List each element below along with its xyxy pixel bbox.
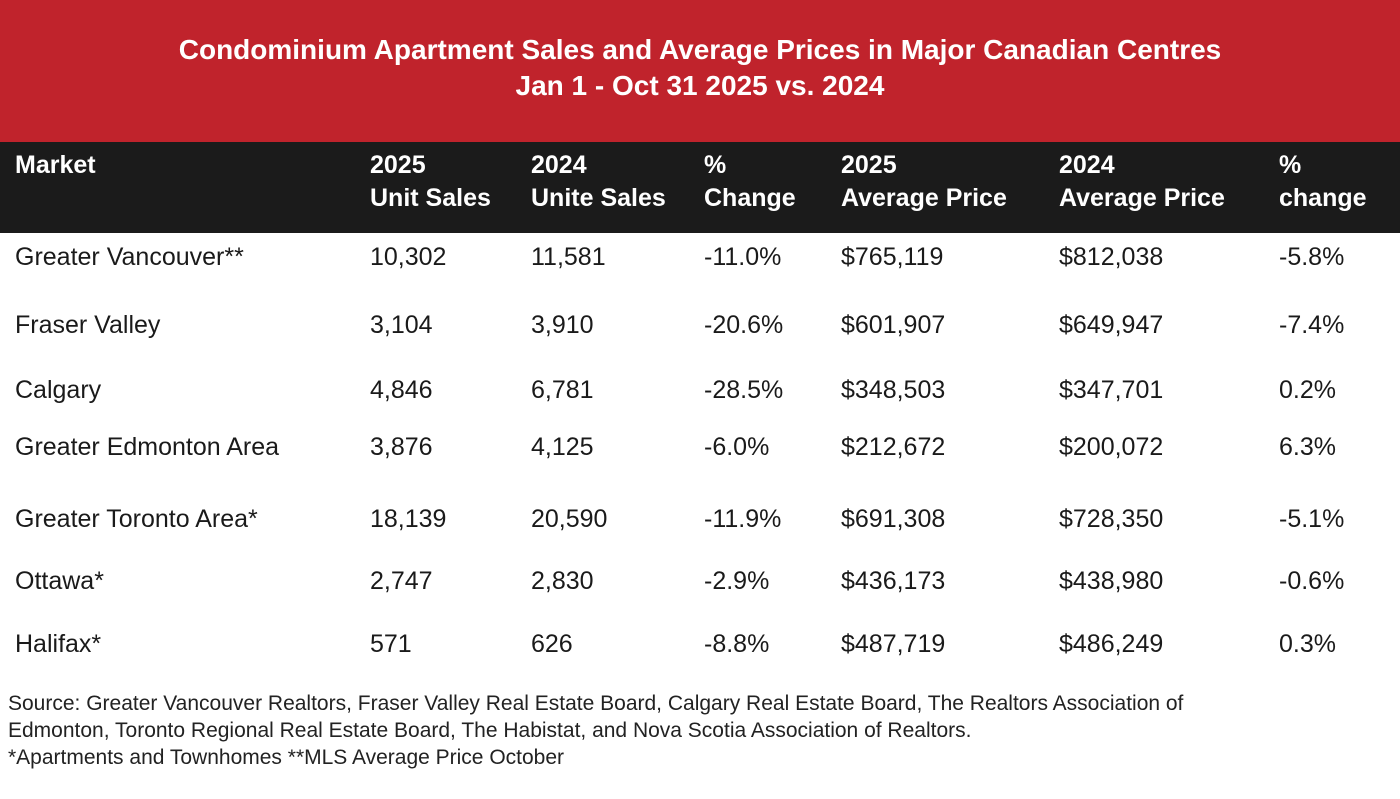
table-cell: 11,581: [531, 243, 606, 271]
table-cell: 571: [370, 630, 412, 658]
table-cell: 18,139: [370, 505, 447, 533]
column-header-line: 2024: [531, 151, 587, 179]
table-cell: $348,503: [841, 376, 946, 404]
market-name: Greater Edmonton Area: [15, 433, 280, 461]
table-cell: -5.8%: [1279, 243, 1345, 271]
table-cell: 0.3%: [1279, 630, 1336, 658]
column-header: 2024 Unite Sales: [531, 149, 666, 215]
market-name: Calgary: [15, 376, 102, 404]
table-cell: $649,947: [1059, 311, 1164, 339]
column-header-line: Average Price: [841, 184, 1007, 212]
table-body: Greater Vancouver** 10,302 11,581 -11.0% $76…: [0, 233, 1400, 675]
table-row: Greater Edmonton Area 3,876 4,125 -6.0% $212…: [0, 423, 1400, 495]
table-cell: 626: [531, 630, 573, 658]
table-cell: -7.4%: [1279, 311, 1345, 339]
table-cell: 4,125: [531, 433, 594, 461]
column-header: % change: [1279, 149, 1367, 215]
column-header-line: %: [704, 151, 727, 179]
table-cell: 0.2%: [1279, 376, 1336, 404]
table-cell: 20,590: [531, 505, 608, 533]
table-row: Calgary 4,846 6,781 -28.5% $348,503 $347,701 0…: [0, 366, 1400, 423]
column-header-line: Change: [704, 184, 796, 212]
column-header: % Change: [704, 149, 796, 215]
table-cell: 4,846: [370, 376, 433, 404]
table-cell: -2.9%: [704, 567, 770, 595]
table-cell: 3,104: [370, 311, 433, 339]
column-header-line: Market: [15, 151, 96, 179]
table-cell: $436,173: [841, 567, 946, 595]
table-cell: -11.9%: [704, 505, 782, 533]
table-row: Fraser Valley 3,104 3,910 -20.6% $601,907 $64…: [0, 301, 1400, 366]
column-header-line: change: [1279, 184, 1367, 212]
column-header-line: Unit Sales: [370, 184, 491, 212]
table-row: Greater Vancouver** 10,302 11,581 -11.0% $76…: [0, 233, 1400, 301]
table-cell: 6.3%: [1279, 433, 1336, 461]
title-band: Condominium Apartment Sales and Average …: [0, 0, 1400, 142]
table-cell: -5.1%: [1279, 505, 1345, 533]
column-header-line: Unite Sales: [531, 184, 666, 212]
table-cell: $212,672: [841, 433, 946, 461]
source-line-2: Edmonton, Toronto Regional Real Estate B…: [8, 719, 972, 742]
column-header: 2025 Unit Sales: [370, 149, 491, 215]
table-cell: -8.8%: [704, 630, 770, 658]
table-cell: -0.6%: [1279, 567, 1345, 595]
table-cell: $765,119: [841, 243, 944, 271]
column-header: 2024 Average Price: [1059, 149, 1225, 215]
table-cell: $347,701: [1059, 376, 1164, 404]
column-header-line: 2025: [841, 151, 897, 179]
table-cell: 10,302: [370, 243, 447, 271]
table-cell: 2,747: [370, 567, 433, 595]
column-header-line: 2025: [370, 151, 426, 179]
column-header: 2025 Average Price: [841, 149, 1007, 215]
table-cell: 6,781: [531, 376, 594, 404]
table-cell: $728,350: [1059, 505, 1164, 533]
column-header-line: 2024: [1059, 151, 1115, 179]
table-cell: $487,719: [841, 630, 946, 658]
table-cell: -6.0%: [704, 433, 770, 461]
table-cell: 3,876: [370, 433, 433, 461]
table-row: Halifax* 571 626 -8.8% $487,719 $486,249 0.3%: [0, 620, 1400, 675]
column-header-line: Average Price: [1059, 184, 1225, 212]
table-cell: $438,980: [1059, 567, 1164, 595]
table-cell: $812,038: [1059, 243, 1164, 271]
table-cell: 2,830: [531, 567, 594, 595]
table-cell: -20.6%: [704, 311, 784, 339]
column-header: Market: [15, 149, 96, 182]
market-name: Halifax*: [15, 630, 102, 658]
table-subtitle: Jan 1 - Oct 31 2025 vs. 2024: [515, 70, 885, 101]
table-header: Market 2025 Unit Sales 2024 Unite Sales% Chan…: [0, 142, 1400, 233]
table-cell: $601,907: [841, 311, 946, 339]
column-header-line: %: [1279, 151, 1302, 179]
source-line-1: Source: Greater Vancouver Realtors, Fras…: [8, 692, 1184, 715]
footer: Source: Greater Vancouver Realtors, Fras…: [8, 690, 1398, 771]
table-cell: 3,910: [531, 311, 594, 339]
table-cell: -28.5%: [704, 376, 784, 404]
market-name: Ottawa*: [15, 567, 104, 595]
market-name: Greater Toronto Area*: [15, 505, 258, 533]
table-cell: $200,072: [1059, 433, 1164, 461]
table-row: Ottawa* 2,747 2,830 -2.9% $436,173 $438,980 -0…: [0, 557, 1400, 620]
table-row: Greater Toronto Area* 18,139 20,590 -11.9% $…: [0, 495, 1400, 557]
table-title: Condominium Apartment Sales and Average …: [178, 34, 1222, 65]
table-cell: -11.0%: [704, 243, 782, 271]
market-name: Greater Vancouver**: [15, 243, 244, 271]
table-cell: $691,308: [841, 505, 946, 533]
table-cell: $486,249: [1059, 630, 1164, 658]
market-name: Fraser Valley: [15, 311, 161, 339]
footnotes: *Apartments and Townhomes **MLS Average …: [8, 746, 565, 769]
